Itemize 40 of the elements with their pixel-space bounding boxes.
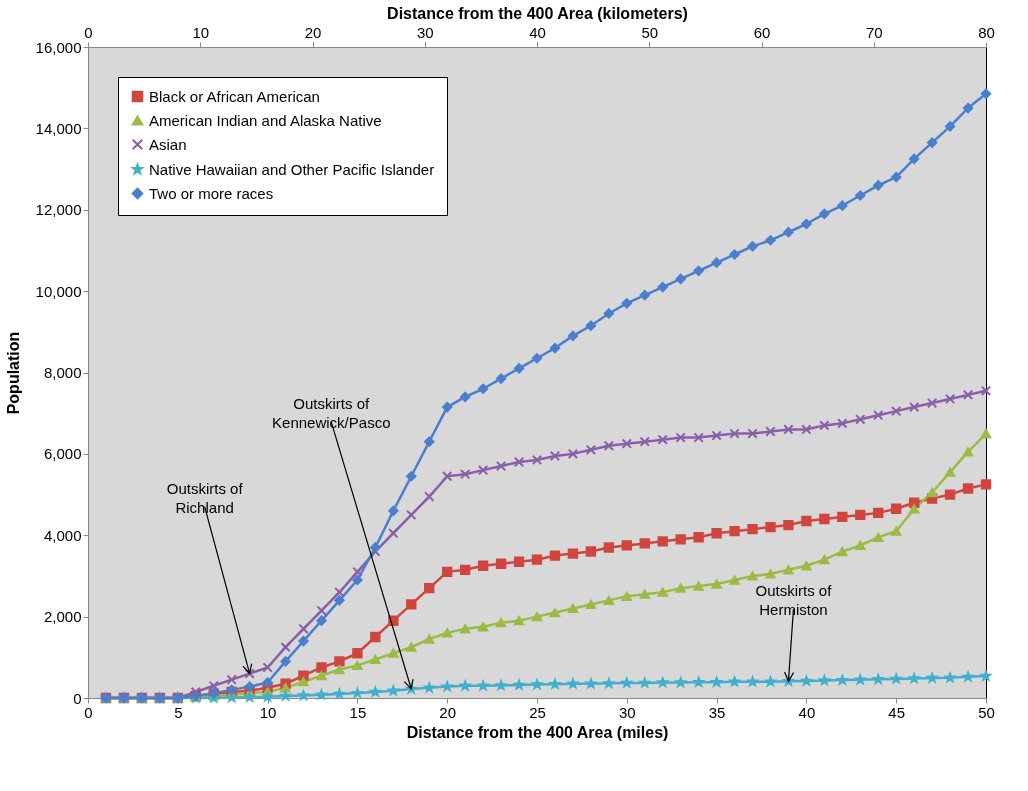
x-tick-label: 25 bbox=[529, 703, 546, 721]
x-tick-label: 40 bbox=[798, 703, 816, 721]
x-tick-label: 15 bbox=[349, 703, 367, 721]
annotation: Outskirts of Kennewick/Pasco bbox=[272, 395, 391, 432]
x2-tick-label: 10 bbox=[192, 23, 210, 41]
y-tick-label: 10,000 bbox=[35, 282, 82, 300]
y-axis-title: Population bbox=[4, 331, 22, 415]
legend-label: Two or more races bbox=[149, 184, 274, 202]
x2-tick-label: 40 bbox=[529, 23, 546, 41]
y-tick-label: 8,000 bbox=[43, 364, 82, 381]
x2-tick-label: 0 bbox=[84, 23, 93, 41]
legend-label: American Indian and Alaska Native bbox=[149, 111, 382, 129]
y-tick-label: 12,000 bbox=[35, 201, 82, 219]
x2-tick-label: 50 bbox=[641, 23, 659, 41]
annotation: Outskirts of Richland bbox=[166, 479, 244, 516]
x-axis-title: Distance from the 400 Area (miles) bbox=[406, 723, 669, 741]
y-tick-label: 6,000 bbox=[43, 445, 82, 463]
x-tick-label: 10 bbox=[259, 703, 277, 721]
legend-label: Native Hawaiian and Other Pacific Islander bbox=[149, 160, 435, 178]
x2-tick-label: 70 bbox=[865, 23, 883, 41]
x-tick-label: 5 bbox=[174, 703, 183, 721]
y-tick-label: 0 bbox=[73, 689, 82, 707]
y-tick-label: 4,000 bbox=[43, 526, 82, 544]
legend-label: Black or African American bbox=[149, 87, 320, 105]
x-tick-label: 0 bbox=[84, 703, 93, 721]
x2-tick-label: 80 bbox=[978, 23, 995, 41]
y-tick-label: 14,000 bbox=[35, 119, 82, 137]
y-tick-label: 2,000 bbox=[43, 608, 82, 626]
x2-tick-label: 20 bbox=[304, 23, 322, 41]
annotation: Outskirts of Hermiston bbox=[755, 582, 833, 619]
x-tick-label: 30 bbox=[618, 703, 636, 721]
x2-tick-label: 60 bbox=[753, 23, 771, 41]
x-tick-label: 35 bbox=[708, 703, 726, 721]
x-tick-label: 45 bbox=[888, 703, 906, 721]
x2-tick-label: 30 bbox=[416, 23, 434, 41]
x-tick-label: 20 bbox=[439, 703, 457, 721]
x2-axis-title: Distance from the 400 Area (kilometers) bbox=[387, 4, 688, 22]
y-tick-label: 16,000 bbox=[35, 38, 82, 56]
x-tick-label: 50 bbox=[978, 703, 995, 721]
legend-label: Asian bbox=[149, 135, 187, 153]
